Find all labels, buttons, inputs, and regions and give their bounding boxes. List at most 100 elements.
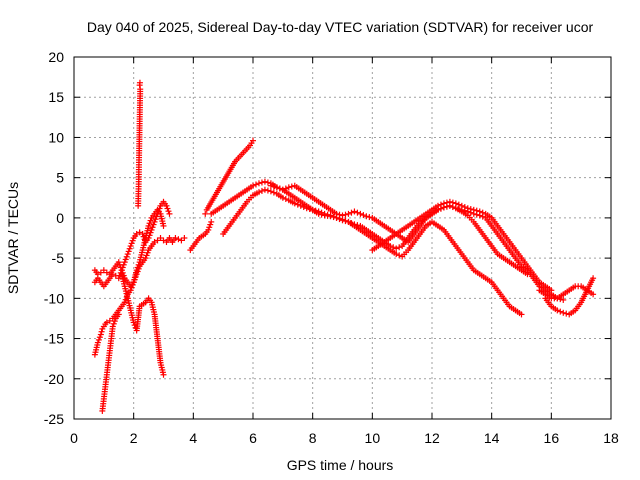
y-tick-label: 15 — [48, 89, 64, 105]
data-point — [354, 222, 361, 229]
data-point — [449, 199, 456, 206]
data-point — [518, 311, 525, 318]
y-tick-label: -25 — [44, 411, 64, 427]
x-tick-label: 10 — [365, 430, 381, 446]
data-point — [458, 202, 465, 209]
data-point — [312, 207, 319, 214]
data-point — [136, 79, 143, 86]
data-point — [473, 207, 480, 214]
data-point — [276, 185, 283, 192]
data-point — [98, 328, 105, 335]
data-point — [351, 208, 358, 215]
y-axis-label: SDTVAR / TECUs — [5, 182, 21, 294]
data-point — [255, 180, 262, 187]
data-point — [128, 240, 135, 247]
y-tick-label: -5 — [52, 250, 65, 266]
data-point — [434, 202, 441, 209]
data-point — [97, 331, 104, 338]
data-point — [348, 209, 355, 216]
data-point — [111, 318, 118, 325]
data-point — [270, 189, 277, 196]
x-tick-label: 4 — [189, 430, 197, 446]
data-point — [172, 235, 179, 241]
data-point — [321, 210, 328, 217]
data-point — [261, 186, 268, 193]
chart-title: Day 040 of 2025, Sidereal Day-to-day VTE… — [87, 19, 594, 35]
data-point — [327, 212, 334, 219]
y-tick-label: 0 — [56, 210, 64, 226]
x-tick-label: 14 — [484, 430, 500, 446]
x-tick-label: 18 — [603, 430, 619, 446]
data-point — [181, 235, 188, 241]
data-point — [129, 237, 136, 244]
data-point — [144, 249, 151, 256]
data-point — [115, 275, 122, 282]
data-point — [345, 218, 352, 225]
data-point — [464, 205, 471, 212]
data-point — [300, 204, 307, 211]
data-point — [467, 206, 474, 213]
data-point — [342, 218, 349, 225]
data-point — [366, 214, 373, 221]
data-point — [115, 259, 122, 266]
data-point — [160, 371, 167, 378]
data-point — [345, 210, 352, 217]
data-point — [357, 210, 364, 217]
data-point — [270, 183, 277, 190]
data-point — [152, 216, 159, 223]
data-point — [121, 299, 128, 306]
data-point — [330, 213, 337, 220]
data-point — [348, 220, 355, 227]
data-point — [548, 287, 555, 294]
data-point — [342, 211, 349, 218]
data-point — [143, 252, 150, 259]
data-point — [470, 206, 477, 213]
data-point — [258, 187, 265, 194]
data-point — [207, 221, 214, 228]
data-point — [130, 319, 137, 326]
data-point — [590, 291, 597, 298]
data-point — [336, 211, 343, 218]
data-point — [125, 248, 132, 255]
data-point — [148, 226, 155, 233]
data-point — [95, 336, 102, 343]
y-tick-label: 10 — [48, 129, 64, 145]
y-tick-label: -10 — [44, 290, 64, 306]
data-point — [393, 251, 400, 258]
data-point — [279, 186, 286, 193]
data-marks — [91, 79, 597, 414]
data-point — [139, 230, 146, 237]
data-point — [318, 209, 325, 216]
data-point — [120, 261, 127, 268]
data-point — [110, 320, 117, 327]
data-point — [360, 212, 367, 219]
data-point — [206, 224, 213, 231]
data-point — [264, 179, 271, 186]
data-point — [303, 205, 310, 212]
data-point — [455, 201, 462, 208]
data-point — [291, 200, 298, 207]
data-point — [437, 201, 444, 208]
data-point — [128, 284, 135, 291]
data-point — [267, 188, 274, 195]
y-tick-label: 20 — [48, 49, 64, 65]
data-point — [250, 182, 256, 189]
data-point — [446, 198, 453, 205]
data-point — [147, 217, 154, 224]
y-tick-label: 5 — [56, 170, 64, 186]
data-point — [339, 212, 346, 219]
x-tick-label: 6 — [249, 430, 257, 446]
data-point — [590, 275, 597, 282]
data-point — [279, 194, 286, 201]
x-tick-label: 16 — [544, 430, 560, 446]
data-point — [351, 221, 358, 228]
data-point — [149, 224, 156, 231]
data-point — [252, 181, 259, 188]
data-point — [387, 243, 394, 250]
data-point — [297, 202, 304, 209]
data-point — [282, 195, 289, 202]
x-tick-label: 2 — [130, 430, 138, 446]
data-point — [258, 179, 265, 186]
data-point — [146, 220, 153, 227]
